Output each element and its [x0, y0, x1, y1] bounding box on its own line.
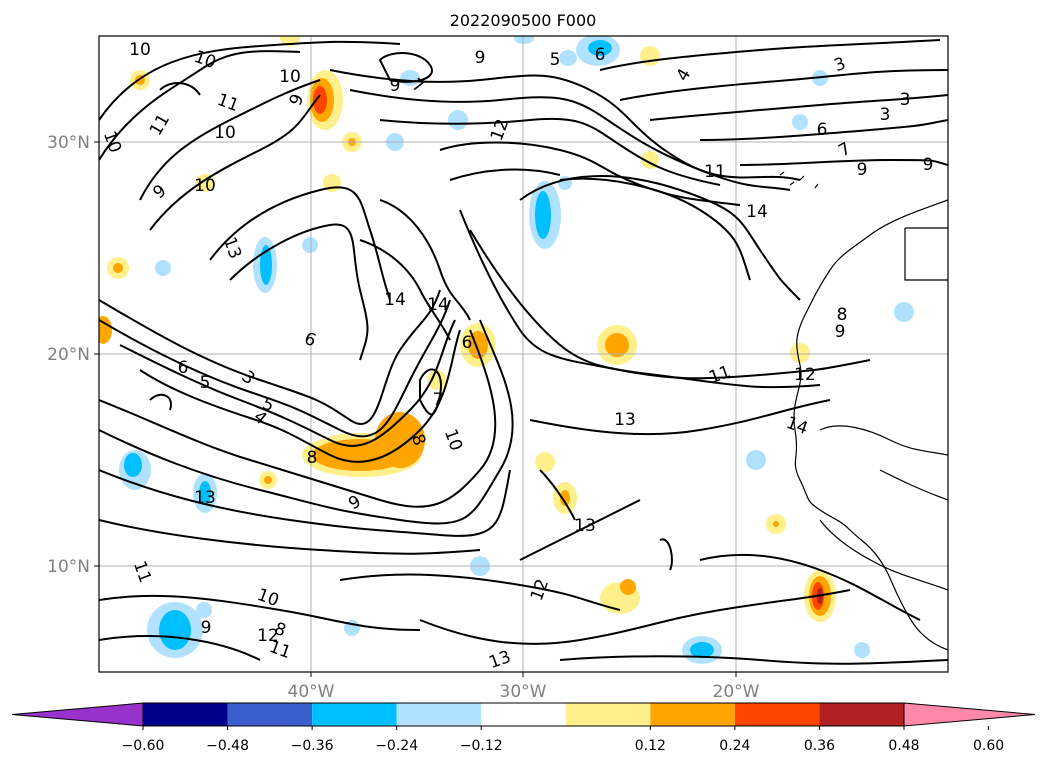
anomaly-patch [155, 260, 171, 276]
colorbar-tick-label: 0.60 [973, 738, 1004, 754]
anomaly-patch [790, 343, 810, 363]
longitude-ticks: 40°W 30°W 20°W [288, 672, 760, 702]
anomaly-patch [588, 40, 612, 56]
lat-tick-label: 30°N [47, 133, 90, 153]
anomaly-patch [195, 174, 215, 192]
contour-label: 10 [279, 67, 301, 87]
contour-label: 3 [900, 90, 911, 110]
anomaly-patch [559, 50, 577, 66]
contour-label: 10 [214, 123, 236, 143]
map-title: 2022090500 F000 [450, 11, 597, 30]
contour-label: 10 [194, 176, 216, 196]
colorbar-tick-label: 0.48 [888, 738, 919, 754]
contour-label: 9 [857, 160, 868, 180]
contour-label: 9 [201, 618, 212, 638]
anomaly-patch [535, 191, 551, 239]
colorbar-bin [312, 703, 397, 726]
anomaly-patch [792, 114, 808, 130]
anomaly-patch [302, 237, 318, 253]
anomaly-patch [605, 333, 629, 357]
contour-label: 9 [923, 155, 934, 175]
contour-label: 11 [704, 162, 726, 182]
anomaly-patch [746, 450, 766, 470]
contour-label: 9 [835, 322, 846, 342]
colorbar-bin [396, 703, 482, 726]
anomaly-patch [640, 46, 660, 66]
anomaly-patch [560, 490, 570, 506]
colorbar-bin [565, 703, 651, 726]
colorbar: −0.60 −0.48 −0.36 −0.24 −0.12 0.12 0.24 0.36 0.4… [11, 702, 1036, 754]
anomaly-patch [260, 245, 272, 285]
anomaly-patch [448, 110, 468, 130]
contour-label: 14 [746, 202, 768, 222]
anomaly-patch [159, 610, 191, 650]
contour-label: 9 [390, 76, 401, 96]
contour-label: 6 [462, 333, 473, 353]
coastlines [779, 171, 948, 651]
lat-tick-label: 10°N [47, 557, 90, 577]
colorbar-bin [481, 703, 566, 726]
colorbar-bin [227, 703, 313, 726]
contour-label: 8 [307, 448, 318, 468]
contour-label: 13 [614, 410, 636, 430]
anomaly-patch [113, 263, 123, 273]
filled-anomalies [99, 36, 914, 664]
colorbar-frame [142, 702, 905, 727]
anomaly-patch [124, 453, 142, 477]
contour-label: 13 [574, 516, 596, 536]
colorbar-tick-label: −0.36 [291, 738, 334, 754]
contour-label: 13 [194, 488, 216, 508]
anomaly-patch [99, 316, 112, 344]
anomaly-patch [514, 36, 534, 44]
contour-label: 9 [475, 48, 486, 68]
anomaly-patch [535, 452, 555, 472]
contour-label: 7 [433, 390, 444, 410]
contour-label: 6 [178, 358, 189, 378]
contour-label: 14 [384, 290, 406, 310]
anomaly-patch [620, 579, 636, 595]
anomaly-patch [199, 481, 211, 505]
colorbar-tick-label: 0.12 [635, 738, 666, 754]
colorbar-tick-label: 0.24 [719, 738, 750, 754]
anomaly-patch [264, 476, 272, 484]
contour-label: 3 [880, 105, 891, 125]
lon-tick-label: 30°W [500, 682, 547, 702]
lon-tick-label: 40°W [288, 682, 335, 702]
latitude-ticks: 30°N 20°N 10°N [47, 133, 99, 577]
contour-label: 14 [427, 295, 449, 315]
anomaly-patch [894, 302, 914, 322]
lon-tick-label: 20°W [713, 682, 760, 702]
contour-label: 6 [817, 120, 828, 140]
colorbar-tick-label: −0.12 [460, 738, 503, 754]
colorbar-bin [143, 703, 228, 726]
anomaly-patch [313, 86, 327, 114]
contour-label: 5 [550, 50, 561, 70]
contour-label: 12 [257, 626, 279, 646]
contour-label: 12 [794, 365, 816, 385]
anomaly-patch [854, 642, 870, 658]
colorbar-bin [819, 703, 904, 726]
colorbar-tick-label: −0.48 [206, 738, 249, 754]
contour-label: 5 [200, 373, 211, 393]
colorbar-tick-label: 0.36 [804, 738, 835, 754]
contour-lines [99, 39, 948, 665]
colorbar-tick-label: −0.24 [375, 738, 418, 754]
contour-label: 10 [129, 40, 151, 60]
lat-tick-label: 20°N [47, 345, 90, 365]
colorbar-tick-label: −0.60 [122, 738, 165, 754]
anomaly-patch [427, 370, 447, 390]
colorbar-extend-high [903, 702, 1036, 727]
anomaly-patch [690, 642, 714, 658]
contour-label: 8 [837, 305, 848, 325]
anomaly-patch [773, 521, 779, 527]
colorbar-bin [650, 703, 735, 726]
colorbar-bin [734, 703, 820, 726]
anomaly-patch [196, 602, 212, 618]
colorbar-extend-low [11, 702, 144, 727]
contour-label: 6 [595, 45, 606, 65]
